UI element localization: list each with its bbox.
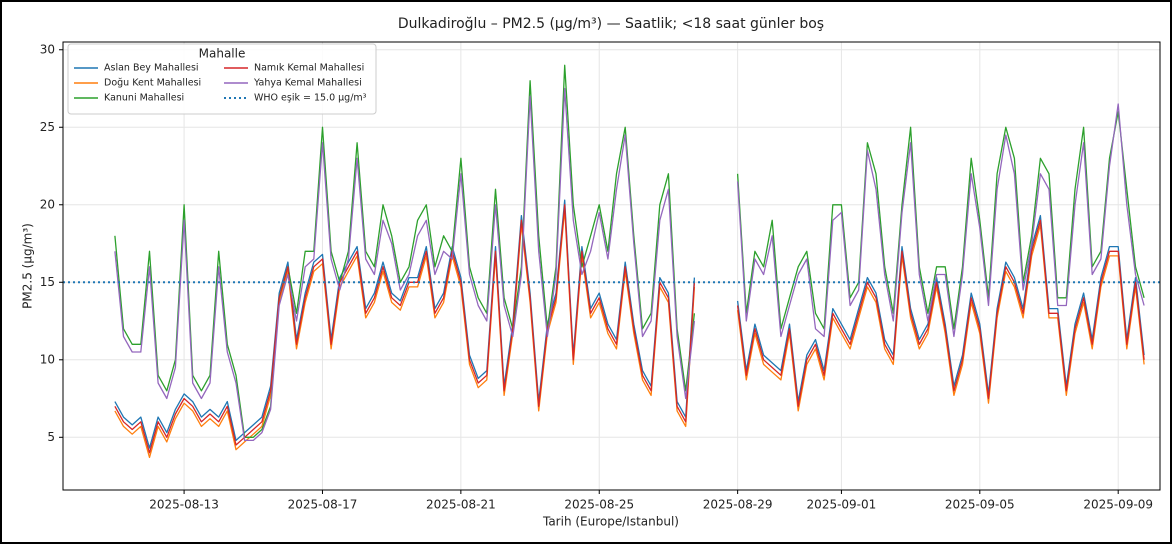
y-tick-label: 25 <box>40 120 55 134</box>
legend-label: Aslan Bey Mahallesi <box>104 63 199 74</box>
x-tick-label: 2025-08-21 <box>426 498 496 512</box>
y-tick-label: 20 <box>40 197 55 211</box>
legend-title: Mahalle <box>199 47 246 61</box>
y-axis-label: PM2.5 (µg/m³) <box>21 223 35 309</box>
x-tick-label: 2025-08-17 <box>288 498 358 512</box>
x-tick-label: 2025-09-09 <box>1083 498 1153 512</box>
y-tick-label: 15 <box>40 275 55 289</box>
y-tick-label: 5 <box>47 430 55 444</box>
series-line <box>114 208 1145 459</box>
series-line <box>114 199 1145 449</box>
x-tick-label: 2025-08-29 <box>703 498 773 512</box>
legend-label: Doğu Kent Mahallesi <box>104 78 201 89</box>
legend-label: Namık Kemal Mahallesi <box>254 63 364 74</box>
legend-box <box>67 43 377 115</box>
x-axis-label: Tarih (Europe/Istanbul) <box>542 515 679 529</box>
legend-label: WHO eşik = 15.0 µg/m³ <box>254 93 367 104</box>
plot-border <box>62 41 1161 491</box>
x-tick-label: 2025-09-05 <box>945 498 1015 512</box>
legend-label: Yahya Kemal Mahallesi <box>253 78 362 89</box>
y-tick-label: 30 <box>40 42 55 56</box>
x-tick-label: 2025-08-25 <box>564 498 634 512</box>
y-tick-label: 10 <box>40 352 55 366</box>
series-line <box>114 204 1145 454</box>
x-tick-label: 2025-08-13 <box>149 498 219 512</box>
legend-label: Kanuni Mahallesi <box>104 93 184 104</box>
chart-title: Dulkadiroğlu – PM2.5 (µg/m³) — Saatlik; … <box>398 16 824 32</box>
x-tick-label: 2025-09-01 <box>807 498 877 512</box>
series-line <box>114 64 1145 438</box>
